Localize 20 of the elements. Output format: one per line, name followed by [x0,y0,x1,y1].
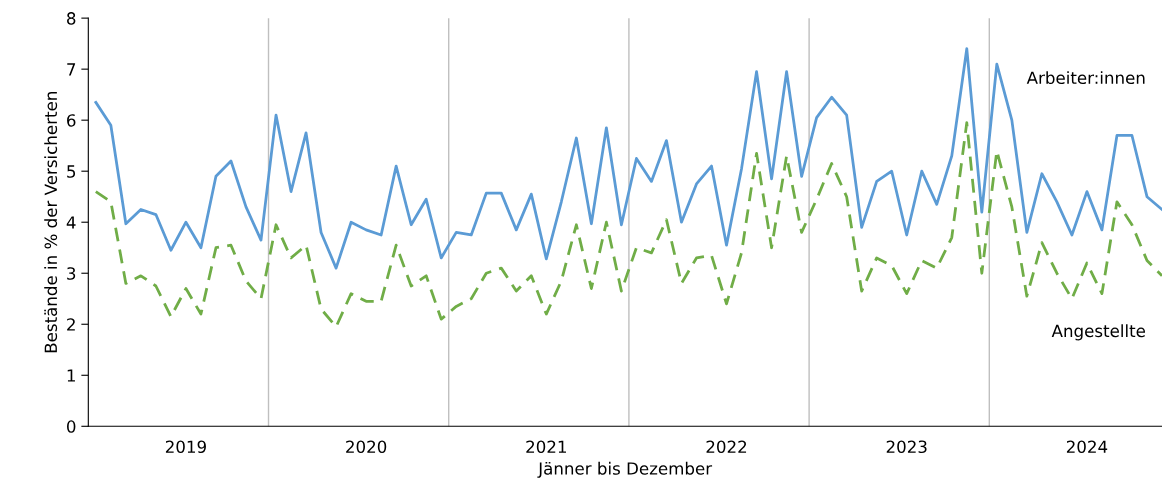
y-tick-label: 8 [67,12,76,25]
x-tick-label: 2019 [165,440,206,454]
y-tick-label: 3 [67,267,76,280]
series-label: Arbeiter:innen [1026,71,1145,85]
y-tick-label: 6 [67,114,76,127]
y-tick-label: 4 [66,216,76,229]
x-axis-title: Jänner bis Dezember [537,461,713,478]
x-tick-label: 2022 [706,440,747,454]
y-tick-label: 5 [67,165,76,178]
y-tick-label: 0 [67,420,76,433]
x-tick-label: 2020 [346,440,387,454]
y-tick-label: 1 [67,369,75,382]
x-tick-label: 2024 [1066,440,1108,454]
y-tick-label: 2 [67,318,75,331]
x-tick-label: 2023 [886,440,927,454]
line-series [94,47,1162,270]
x-tick-label: 2021 [526,440,566,454]
y-axis-title: Bestände in % der Versicherten [44,92,58,353]
series-label: Angestellte [1051,324,1146,341]
y-tick-label: 7 [67,63,76,76]
